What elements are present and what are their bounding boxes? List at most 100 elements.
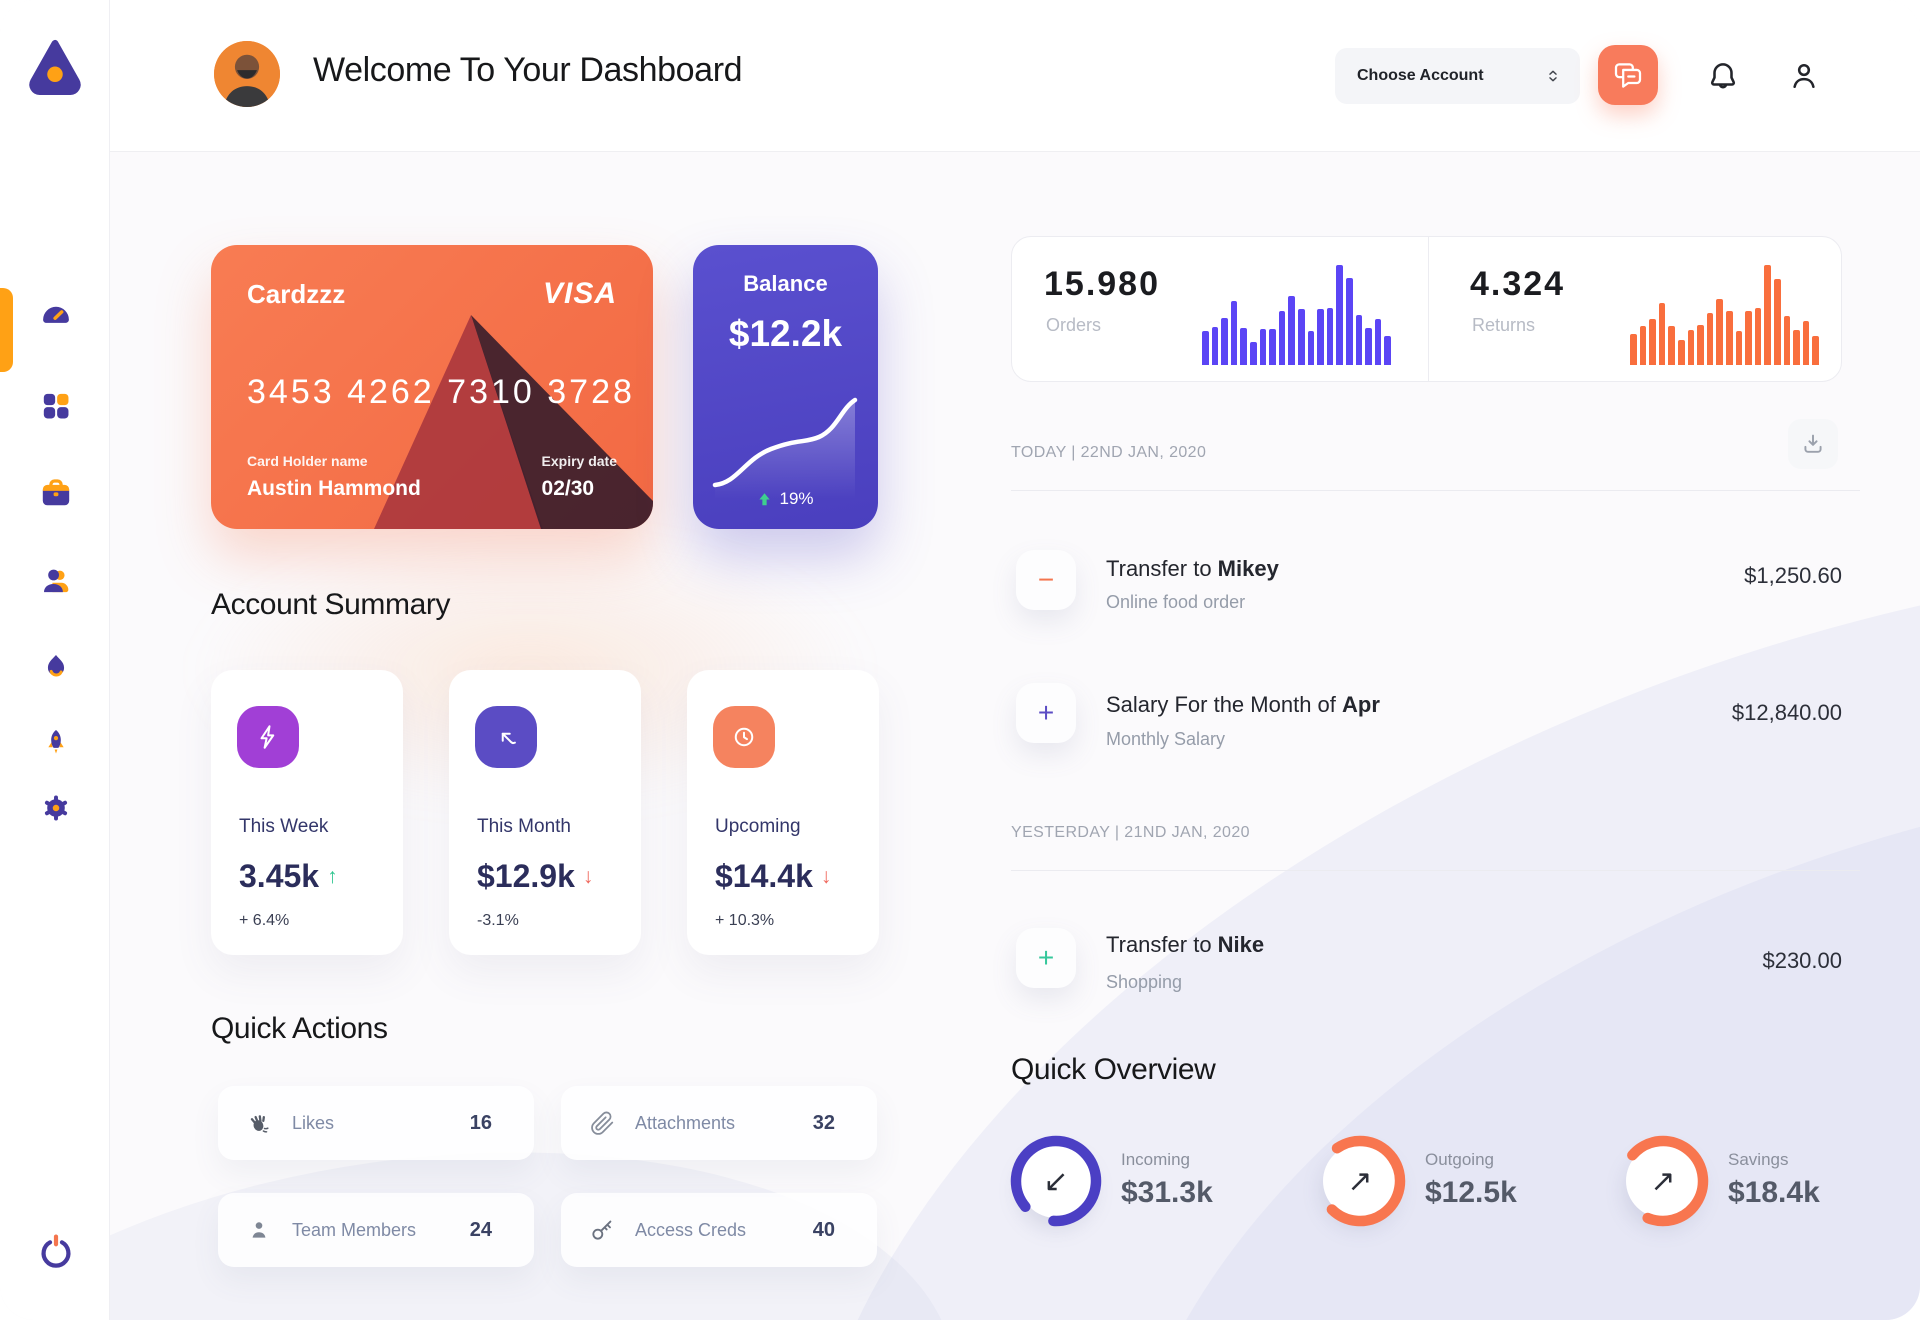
person-outline-icon: [1793, 63, 1815, 89]
orders-bar-chart: [1202, 263, 1400, 365]
quick-action-count: 24: [469, 1218, 492, 1241]
transaction-amount: $12,840.00: [1731, 700, 1842, 725]
summary-percent: -3.1%: [477, 912, 519, 929]
transaction-title: Transfer to Mikey: [1106, 556, 1279, 581]
transaction-amount: $1,250.60: [1744, 563, 1842, 588]
balance-title: Balance: [743, 271, 828, 296]
gear-icon: [44, 795, 68, 821]
quick-action-likes[interactable]: Likes 16: [218, 1086, 534, 1160]
credit-card[interactable]: Cardzzz VISA 3453 4262 7310 3728 Card Ho…: [211, 245, 653, 529]
sidebar-item-launch[interactable]: [33, 720, 79, 766]
chat-icon: [1614, 63, 1642, 88]
balance-change: 19%: [779, 489, 814, 508]
summary-card-this-month: This Month $12.9k ↓ -3.1%: [449, 670, 641, 955]
trend-up-icon: ↑: [327, 864, 338, 888]
flame-icon: [47, 654, 65, 677]
profile-button[interactable]: [1785, 57, 1823, 95]
returns-count: 4.324: [1470, 265, 1566, 303]
orders-label: Orders: [1046, 315, 1102, 335]
triangle-logo-icon: [29, 39, 81, 95]
download-button[interactable]: [1788, 419, 1838, 469]
trend-down-icon: ↓: [582, 864, 594, 888]
user-avatar[interactable]: [214, 41, 280, 107]
card-expiry-label: Expiry date: [541, 453, 617, 469]
overview-value: $18.4k: [1728, 1176, 1820, 1209]
sidebar-item-settings[interactable]: [33, 785, 79, 831]
briefcase-icon: [42, 479, 70, 506]
plus-icon: +: [1037, 942, 1055, 973]
overview-outgoing: ↗ Outgoing $12.5k: [1313, 1134, 1603, 1234]
balance-value: $12.2k: [728, 313, 843, 354]
card-holder-label: Card Holder name: [247, 453, 368, 469]
active-nav-indicator: [0, 288, 13, 372]
transaction-subtitle: Shopping: [1106, 972, 1183, 992]
notifications-button[interactable]: [1704, 57, 1742, 95]
returns-label: Returns: [1472, 315, 1536, 335]
overview-label: Outgoing: [1425, 1150, 1494, 1169]
quick-action-team-members[interactable]: Team Members 24: [218, 1193, 534, 1267]
balance-card[interactable]: Balance $12.2k 19%: [693, 245, 878, 529]
transaction-subtitle: Online food order: [1106, 592, 1246, 612]
plus-icon: +: [1037, 697, 1055, 728]
avatar-photo: [214, 41, 280, 107]
page-title: Welcome To Your Dashboard: [313, 51, 743, 89]
overview-savings: ↗ Savings $18.4k: [1616, 1134, 1906, 1234]
returns-bar-chart: [1630, 263, 1828, 365]
transaction-subtitle: Monthly Salary: [1106, 729, 1226, 749]
visa-logo: VISA: [542, 277, 617, 310]
outgoing-donut: ↗: [1313, 1134, 1407, 1228]
sidebar: [0, 0, 110, 1320]
incoming-donut: ↙: [1009, 1134, 1103, 1228]
logout-button[interactable]: [35, 1232, 77, 1274]
paperclip-icon: [589, 1111, 615, 1136]
account-selector-label: Choose Account: [1357, 67, 1484, 84]
download-icon: [1804, 434, 1822, 453]
sidebar-item-dashboard[interactable]: [33, 294, 79, 340]
sidebar-item-work[interactable]: [33, 470, 79, 516]
quick-action-count: 32: [812, 1111, 835, 1134]
sidebar-item-apps[interactable]: [33, 383, 79, 429]
quick-action-label: Likes: [292, 1112, 335, 1133]
arrow-upleft-icon: [475, 706, 537, 768]
summary-value: $14.4k: [715, 858, 813, 894]
app-logo: [24, 34, 86, 96]
overview-label: Incoming: [1121, 1150, 1190, 1169]
sidebar-item-team[interactable]: [33, 558, 79, 604]
summary-value: 3.45k: [239, 858, 320, 894]
clock-icon: [713, 706, 775, 768]
card-holder-name: Austin Hammond: [247, 477, 421, 500]
quick-action-count: 40: [812, 1218, 835, 1241]
summary-percent: + 10.3%: [715, 912, 775, 929]
quick-action-access-creds[interactable]: Access Creds 40: [561, 1193, 877, 1267]
chat-button[interactable]: [1598, 45, 1658, 105]
transaction-icon-credit: +: [1016, 683, 1076, 743]
account-selector[interactable]: Choose Account: [1335, 48, 1580, 104]
summary-label: This Month: [477, 816, 571, 837]
bolt-icon: [237, 706, 299, 768]
quick-action-count: 16: [469, 1111, 492, 1134]
balance-sparkline: [712, 397, 858, 499]
chevron-up-down-icon: [1549, 70, 1557, 82]
trend-down-icon: ↓: [820, 864, 832, 888]
summary-value: $12.9k: [477, 858, 575, 894]
person-icon: [246, 1218, 272, 1242]
activity-group-yesterday: YESTERDAY | 21ND JAN, 2020: [1011, 824, 1250, 841]
overview-value: $31.3k: [1121, 1176, 1213, 1209]
quick-action-attachments[interactable]: Attachments 32: [561, 1086, 877, 1160]
overview-label: Savings: [1728, 1150, 1789, 1169]
sidebar-item-activity[interactable]: [33, 645, 79, 691]
transaction-icon-debit: −: [1016, 550, 1076, 610]
transaction-title: Transfer to Nike: [1106, 932, 1265, 957]
overview-incoming: ↙ Incoming $31.3k: [1009, 1134, 1299, 1234]
minus-icon: −: [1037, 564, 1055, 595]
key-icon: [589, 1218, 615, 1243]
speedometer-icon: [43, 306, 69, 323]
card-expiry-date: 02/30: [541, 477, 595, 500]
header: Welcome To Your Dashboard Choose Account: [110, 0, 1920, 152]
quick-action-label: Attachments: [635, 1112, 736, 1133]
rocket-icon: [48, 729, 64, 754]
power-icon: [41, 1234, 71, 1268]
grid-icon: [43, 393, 69, 419]
bell-icon: [1710, 63, 1736, 89]
